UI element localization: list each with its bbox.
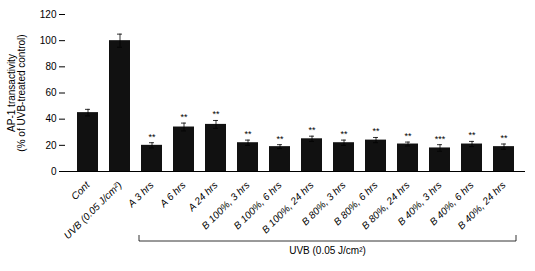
svg-text:80: 80 xyxy=(45,61,57,72)
svg-text:**: ** xyxy=(340,129,348,139)
svg-text:**: ** xyxy=(244,129,252,139)
svg-text:120: 120 xyxy=(40,9,57,20)
svg-text:**: ** xyxy=(404,131,412,141)
svg-text:B 80%, 6 hrs: B 80%, 6 hrs xyxy=(331,179,380,228)
svg-text:UVB (0.05 J/cm²): UVB (0.05 J/cm²) xyxy=(289,245,366,256)
svg-text:**: ** xyxy=(308,125,316,135)
svg-text:B 100%, 24 hrs: B 100%, 24 hrs xyxy=(259,179,316,236)
svg-text:AP-1 transactivity(% of UVB-tr: AP-1 transactivity(% of UVB-treated cont… xyxy=(6,34,27,151)
svg-text:B 100%, 6 hrs: B 100%, 6 hrs xyxy=(231,179,284,232)
svg-text:**: ** xyxy=(212,109,220,119)
svg-text:**: ** xyxy=(276,134,284,144)
svg-text:A 24 hrs: A 24 hrs xyxy=(185,179,220,214)
svg-text:***: *** xyxy=(435,134,446,144)
svg-text:A 3 hrs: A 3 hrs xyxy=(125,179,156,210)
svg-text:B 40%, 6 hrs: B 40%, 6 hrs xyxy=(427,179,476,228)
svg-text:60: 60 xyxy=(45,87,57,98)
svg-text:A 6 hrs: A 6 hrs xyxy=(157,179,188,210)
svg-text:0: 0 xyxy=(51,166,57,177)
svg-text:B 40%, 24 hrs: B 40%, 24 hrs xyxy=(455,179,507,231)
svg-text:**: ** xyxy=(148,132,156,142)
svg-text:**: ** xyxy=(372,126,380,136)
svg-text:B 100%, 3 hrs: B 100%, 3 hrs xyxy=(199,179,252,232)
svg-text:B 80%, 3 hrs: B 80%, 3 hrs xyxy=(299,179,348,228)
svg-text:20: 20 xyxy=(45,140,57,151)
svg-text:**: ** xyxy=(500,133,508,143)
svg-text:**: ** xyxy=(180,112,188,122)
svg-text:B 40%, 3 hrs: B 40%, 3 hrs xyxy=(395,179,444,228)
svg-text:100: 100 xyxy=(40,35,57,46)
svg-text:B 80%, 24 hrs: B 80%, 24 hrs xyxy=(359,179,412,232)
svg-text:**: ** xyxy=(468,130,476,140)
svg-text:40: 40 xyxy=(45,113,57,124)
svg-text:UVB (0.05 J/cm²): UVB (0.05 J/cm²) xyxy=(62,179,124,241)
svg-text:Cont: Cont xyxy=(69,178,93,202)
